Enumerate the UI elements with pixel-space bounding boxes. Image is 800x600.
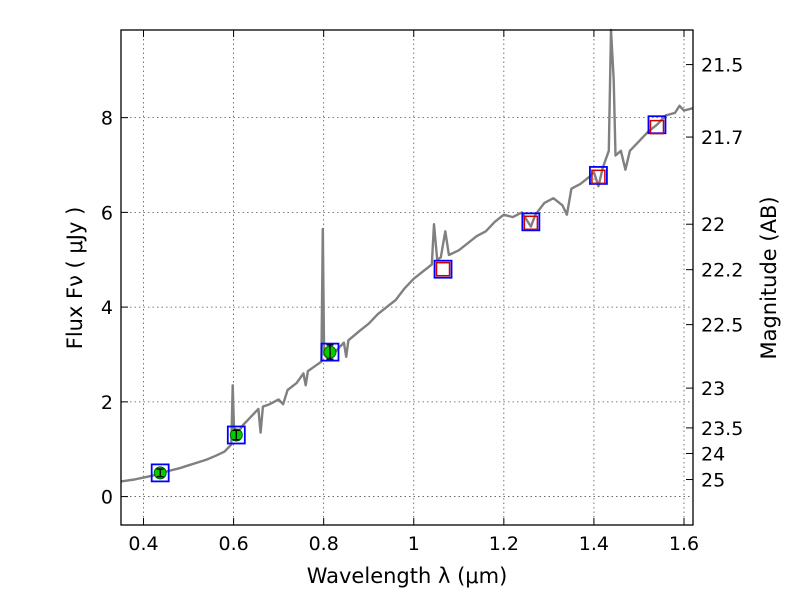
y-tick-label: 4 [101, 297, 113, 319]
x-tick-label: 1.6 [669, 533, 699, 555]
model-flux-square-blue [226, 425, 246, 445]
model-flux-square-red [435, 261, 451, 277]
y2-tick-label: 25 [701, 470, 725, 492]
model-flux-square-red [649, 119, 665, 135]
x-axis-label: Wavelength λ (μm) [307, 564, 508, 588]
model-flux-square-red [591, 169, 606, 185]
model-flux-square-blue [320, 342, 340, 362]
x-tick-label: 0.4 [128, 533, 158, 555]
y2-tick-label: 22 [701, 214, 725, 236]
x-tick-label: 1.4 [579, 533, 609, 555]
x-tick-label: 1.2 [489, 533, 519, 555]
y2-tick-label: 22.2 [701, 260, 743, 282]
y2-tick-label: 23 [701, 378, 725, 400]
y-tick-label: 6 [101, 202, 113, 224]
model-flux-square-blue [521, 212, 541, 232]
marker-layer [150, 115, 667, 483]
y-axis-label: Flux Fν ( μJy ) [63, 207, 87, 350]
plot-frame [120, 29, 694, 526]
model-flux-square-blue [433, 259, 453, 279]
x-tick-label: 0.8 [309, 533, 339, 555]
grid [121, 30, 693, 525]
y2-axis-label: Magnitude (AB) [757, 196, 781, 359]
y2-tick-label: 21.5 [701, 55, 743, 77]
y2-tick-label: 24 [701, 443, 725, 465]
y-tick-label: 0 [101, 487, 113, 509]
x-tick-label: 0.6 [218, 533, 248, 555]
plot-area [121, 30, 693, 525]
y-tick-label: 2 [101, 392, 113, 414]
y2-tick-label: 23.5 [701, 418, 743, 440]
model-flux-square-red [523, 215, 539, 231]
axis-ticks: 0.4 0.6 0.8 1 1.2 1.4 1.60246821.521.72222.222… [101, 30, 743, 555]
y-tick-label: 8 [101, 108, 113, 130]
y2-tick-label: 22.5 [701, 315, 743, 337]
model-flux-square-blue [150, 463, 170, 483]
x-tick-label: 1 [408, 533, 420, 555]
y2-tick-label: 21.7 [701, 127, 743, 149]
